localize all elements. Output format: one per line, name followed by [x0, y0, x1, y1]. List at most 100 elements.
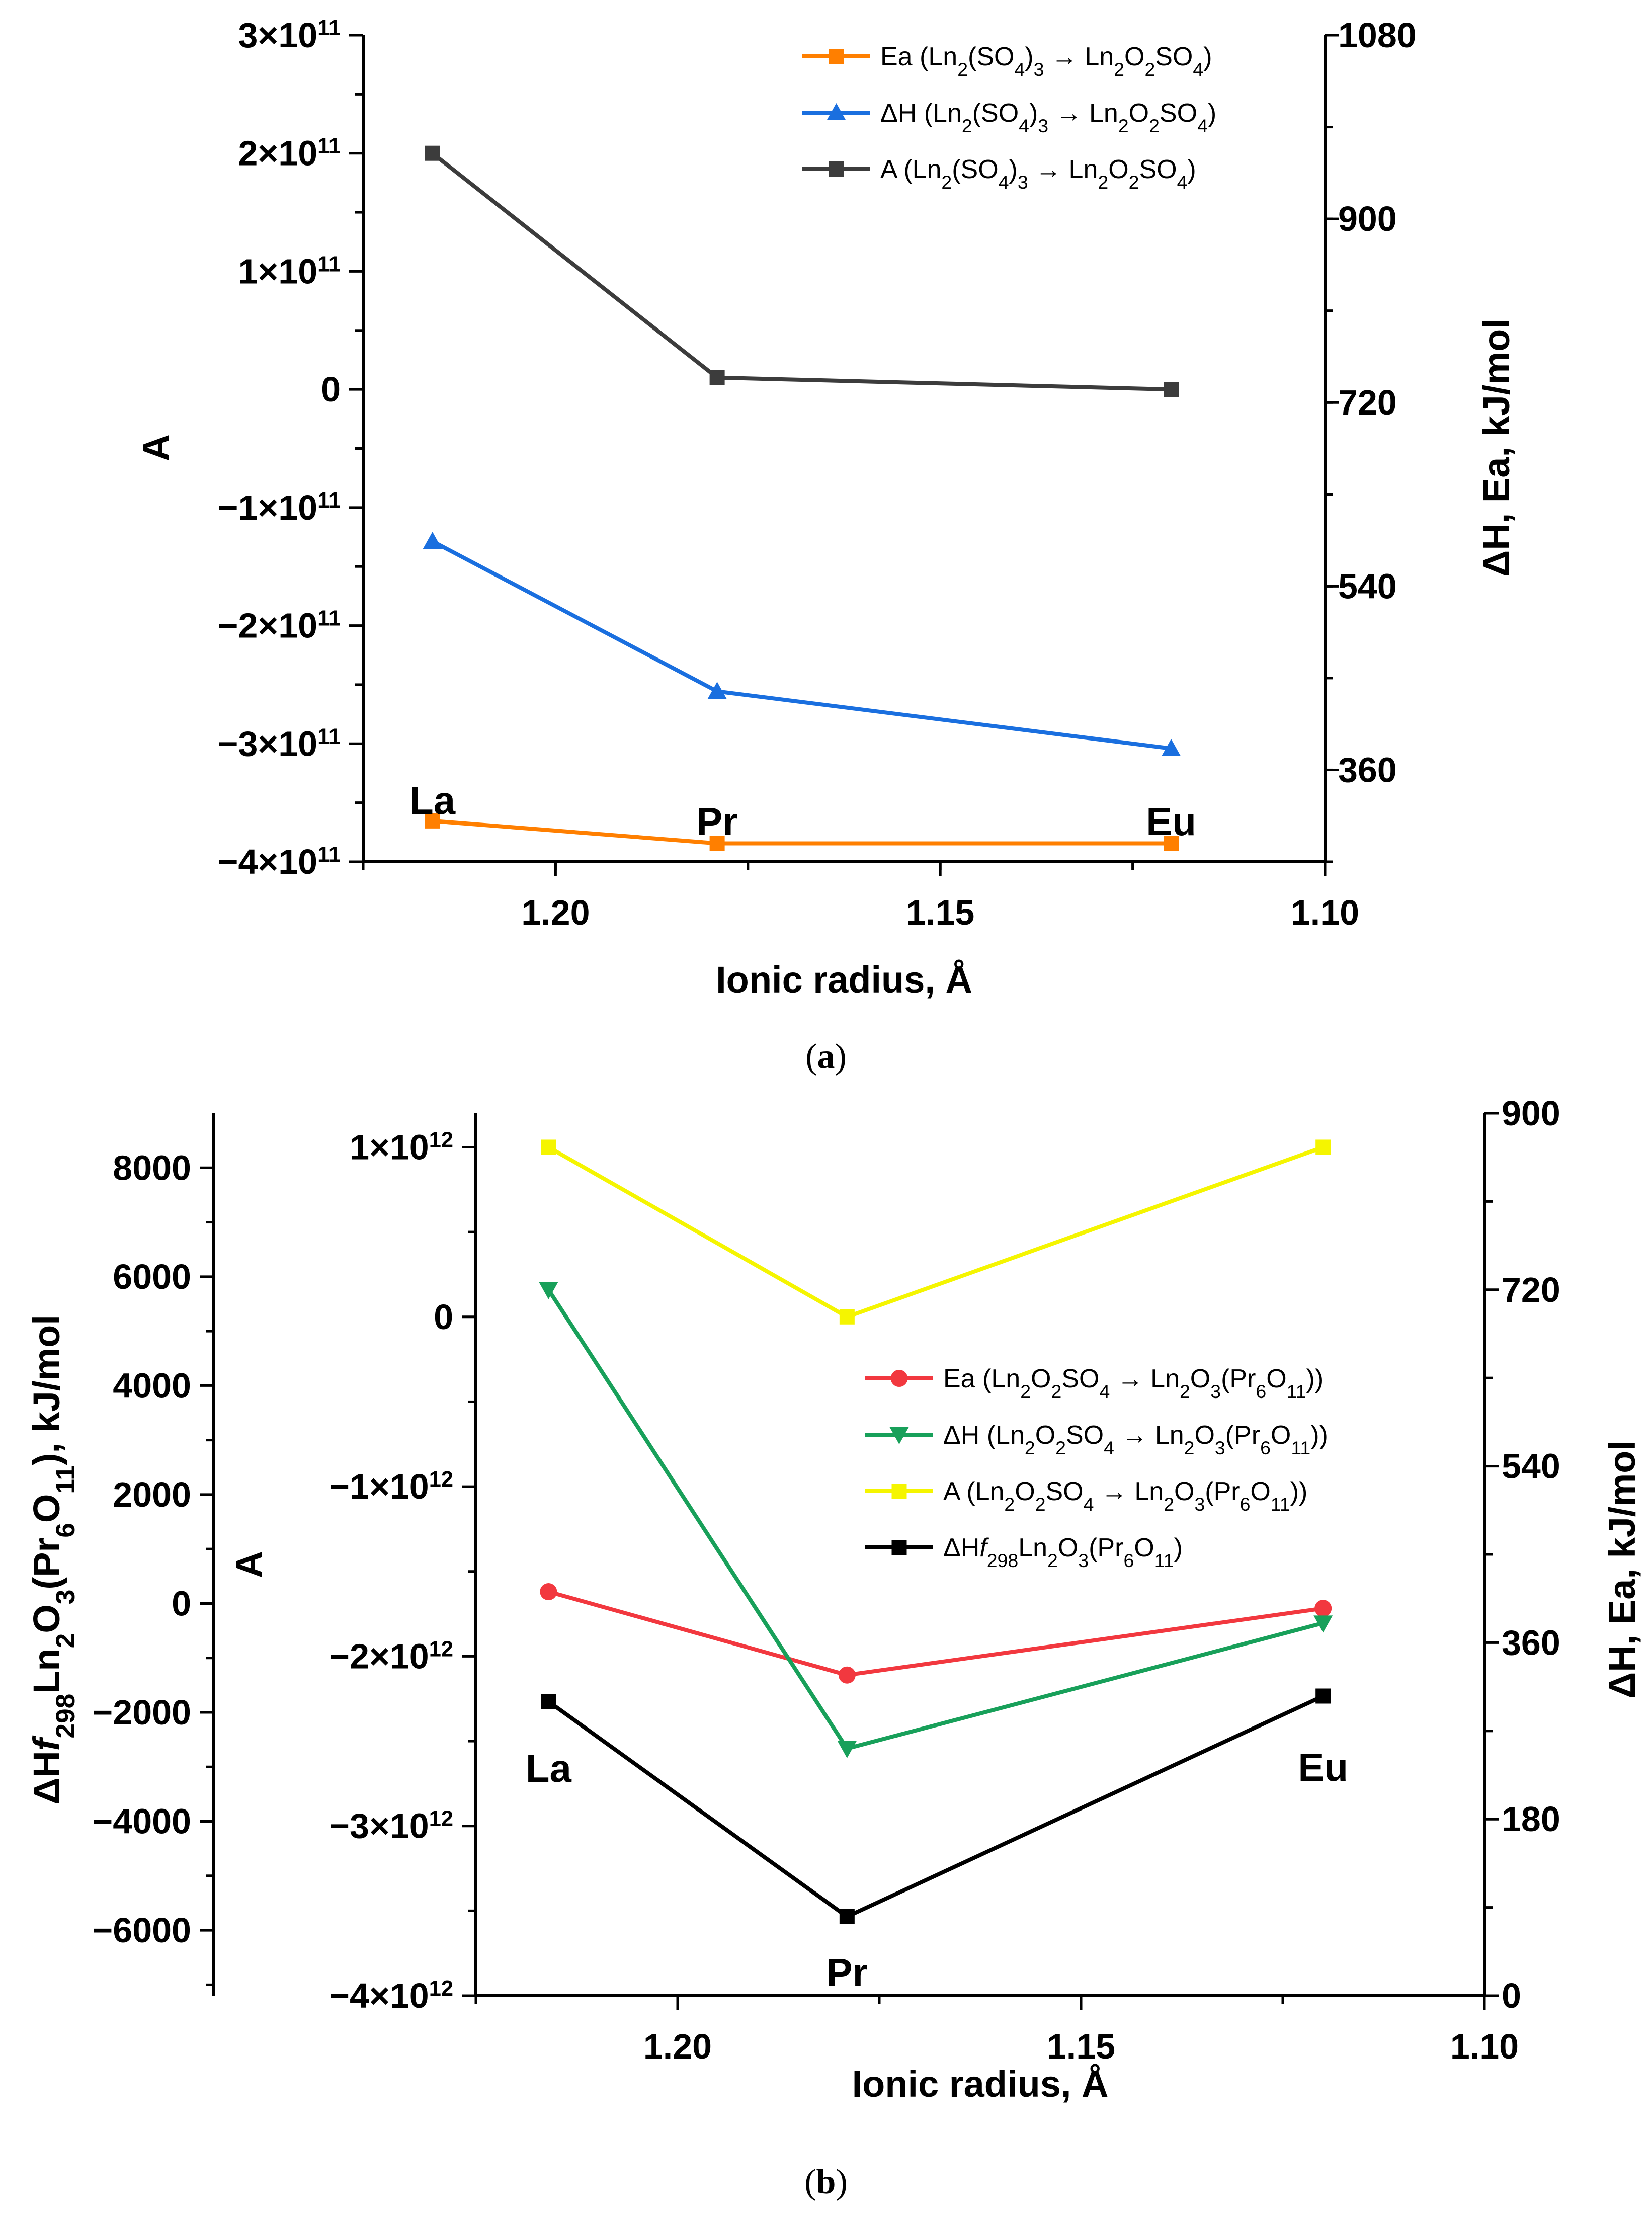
legend-label-A-run: O — [1108, 155, 1128, 184]
legend-label-ΔH-run: ΔH (Ln — [880, 99, 962, 128]
data-point-Ea-Eu — [1164, 836, 1179, 851]
left-tick-label: 1×1012 — [350, 1127, 453, 1167]
point-label-Pr: Pr — [696, 799, 737, 844]
x-tick-label: 1.20 — [521, 893, 590, 932]
legend-label-A-run: SO — [1046, 1477, 1084, 1506]
legend-label-A: A (Ln2(SO4)3 → Ln2O2SO4) — [880, 155, 1196, 193]
left-tick-label: 0 — [434, 1297, 453, 1337]
legend-label-ΔH-run: )) — [1310, 1421, 1328, 1450]
left-tick-label-mantissa: −3×10 — [329, 1806, 429, 1846]
legend-label-Ea-run: 4 — [1193, 59, 1203, 80]
legend-label-ΔHf298-run: 3 — [1078, 1550, 1089, 1571]
legend-label-ΔH-run: ) — [1208, 99, 1216, 128]
left-axis-label: A — [135, 434, 177, 461]
left-tick-label: −4×1011 — [218, 842, 341, 881]
right-tick-label: 0 — [1502, 1976, 1521, 2015]
left-tick-label: −3×1011 — [218, 724, 341, 763]
legend-label-ΔH-run: 6 — [1260, 1437, 1271, 1458]
outer-left-tick-label: 8000 — [113, 1148, 191, 1187]
left-tick-label-exponent: 12 — [429, 1977, 453, 2001]
legend-marker-A — [829, 161, 844, 177]
left-tick-label-mantissa: 3×10 — [238, 16, 317, 55]
legend-label-Ea-run: 2 — [1180, 1381, 1190, 1402]
x-tick-label: 1.15 — [906, 893, 974, 932]
legend-label-ΔH-run: 2 — [1025, 1437, 1035, 1458]
left-tick-label-exponent: 11 — [317, 134, 341, 158]
legend-label-ΔH-run: O — [1271, 1421, 1291, 1450]
legend-label-ΔH-run: O — [1035, 1421, 1055, 1450]
legend-label-Ea-run: 2 — [1144, 59, 1155, 80]
legend-label-ΔHf298-run: 2 — [1047, 1550, 1058, 1571]
legend-label-Ea-run: O — [1031, 1364, 1051, 1393]
right-tick-label: 360 — [1338, 750, 1397, 789]
left-tick-label: −3×1012 — [329, 1806, 453, 1846]
legend-label-A-run: (SO — [952, 155, 998, 184]
panel-caption: (a) — [805, 1037, 847, 1076]
legend-marker-A — [891, 1484, 907, 1499]
data-point-A-La — [541, 1139, 556, 1155]
outer-left-axis-label-run: O — [26, 1494, 67, 1523]
outer-left-axis-label-run: O — [26, 1604, 67, 1633]
legend-label-ΔH-run: 2 — [1149, 115, 1160, 136]
legend-label-ΔH-run: 3 — [1215, 1437, 1225, 1458]
data-point-ΔHf298-Pr — [839, 1909, 855, 1925]
data-point-Ea-La — [540, 1583, 557, 1601]
legend-label-ΔHf298-run: 6 — [1123, 1550, 1134, 1571]
data-point-Ea-La — [425, 813, 440, 829]
series-line-ΔHf298 — [547, 1694, 1324, 1919]
left-tick-label-mantissa: −4×10 — [218, 842, 318, 881]
series-line-ΔH — [431, 539, 1172, 751]
legend-label-Ea-run: Ea (Ln — [880, 42, 957, 71]
legend-label-A-run: 4 — [999, 172, 1009, 193]
legend-label-ΔH-run: 3 — [1038, 115, 1048, 136]
left-tick-label: −2×1012 — [329, 1636, 453, 1676]
legend-label-A-run: 4 — [1177, 172, 1188, 193]
legend-label-ΔH-run: 2 — [1055, 1437, 1066, 1458]
legend-label-Ea-run: 3 — [1210, 1381, 1221, 1402]
legend-marker-ΔH — [889, 1427, 909, 1444]
caption-paren-open: ( — [804, 2163, 816, 2201]
legend-label-ΔH-run: → Ln — [1114, 1421, 1184, 1450]
legend-label-A-run: → Ln — [1094, 1477, 1164, 1506]
left-tick-label-mantissa: −1×10 — [218, 488, 318, 527]
left-tick-label: −2×1011 — [218, 606, 341, 645]
legend-label-Ea-run: ) — [1203, 42, 1212, 71]
series-line-Ea — [548, 1590, 1324, 1677]
legend-marker-ΔH — [827, 103, 846, 120]
data-point-A-Pr — [839, 1309, 855, 1325]
legend-label-ΔH-run: (SO — [972, 99, 1019, 128]
outer-left-tick-label: −6000 — [92, 1911, 191, 1950]
data-point-Ea-Eu — [1314, 1600, 1332, 1617]
legend-label-ΔH-run: 4 — [1019, 115, 1029, 136]
legend-label-Ea-run: )) — [1306, 1364, 1324, 1393]
caption-paren-close: ) — [836, 2163, 847, 2201]
legend-label-Ea-run: ) — [1025, 42, 1033, 71]
right-tick-label: 720 — [1338, 383, 1397, 422]
legend-label-Ea-run: 6 — [1256, 1381, 1266, 1402]
point-label-La: La — [526, 1746, 572, 1790]
left-tick-label: 2×1011 — [238, 134, 341, 173]
left-axis-label: A — [228, 1551, 270, 1578]
left-tick-label-mantissa: 1×10 — [350, 1127, 429, 1167]
x-axis-label: Ionic radius, Å — [852, 2063, 1109, 2105]
legend-label-A-run: → Ln — [1028, 155, 1098, 184]
left-tick-label-mantissa: 0 — [321, 370, 341, 409]
legend-label-ΔH-run: (Pr — [1225, 1421, 1260, 1450]
caption-paren-open: ( — [805, 1037, 817, 1076]
data-point-A-Eu — [1164, 382, 1179, 397]
x-tick-label: 1.10 — [1291, 893, 1359, 932]
outer-left-axis-label-run: 298 — [51, 1694, 80, 1739]
legend-label-Ea-run: 2 — [1051, 1381, 1061, 1402]
legend-label-A-run: A (Ln — [943, 1477, 1004, 1506]
outer-left-axis-label-run: 6 — [51, 1523, 80, 1538]
legend: Ea (Ln2O2SO4 → Ln2O3(Pr6O11))ΔH (Ln2O2SO… — [865, 1364, 1328, 1571]
left-tick-label-mantissa: 1×10 — [238, 252, 317, 291]
series-line-ΔH — [547, 1288, 1324, 1751]
legend-label-A-run: 6 — [1240, 1494, 1251, 1515]
caption-letter: a — [817, 1037, 835, 1076]
left-tick-label-exponent: 11 — [317, 252, 341, 276]
left-tick-label-exponent: 11 — [317, 488, 341, 513]
legend-label-ΔH: ΔH (Ln2O2SO4 → Ln2O3(Pr6O11)) — [943, 1421, 1328, 1458]
left-tick-label-mantissa: −4×10 — [329, 1976, 429, 2015]
